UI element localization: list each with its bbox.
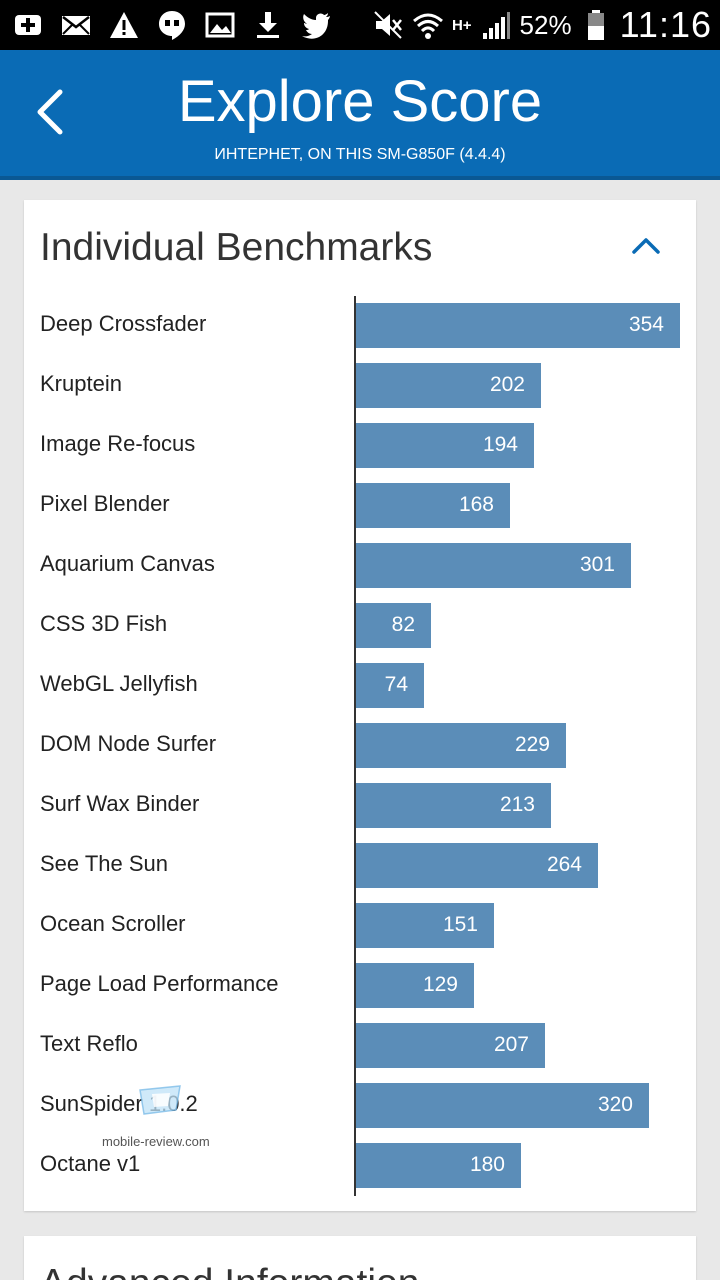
wifi-icon: [412, 9, 444, 41]
benchmark-row: Deep Crossfader 354: [24, 303, 696, 348]
benchmark-value: 151: [442, 913, 478, 936]
benchmark-label: Octane v1: [40, 1151, 141, 1176]
benchmark-value: 320: [597, 1093, 633, 1116]
benchmark-value: 74: [384, 673, 408, 696]
mail-icon: [60, 9, 92, 41]
benchmark-value: 202: [489, 373, 525, 396]
status-bar: H+ 52% 11:16: [0, 0, 720, 50]
benchmark-value: 168: [458, 493, 494, 516]
benchmark-label: Page Load Performance: [40, 971, 279, 996]
benchmark-bar: 229: [356, 723, 566, 768]
benchmark-value: 207: [493, 1033, 529, 1056]
add-icon: [12, 9, 44, 41]
image-icon: [204, 9, 236, 41]
watermark-text: mobile-review.com: [102, 1134, 210, 1149]
benchmark-row: WebGL Jellyfish 74: [24, 663, 696, 708]
app-header: Explore Score ИНТЕРНЕТ, ON THIS SM-G850F…: [0, 50, 720, 180]
benchmark-bar: 264: [356, 843, 598, 888]
benchmark-bar: 168: [356, 483, 510, 528]
card-title: Advanced Information: [40, 1262, 419, 1280]
battery-percent: 52%: [519, 9, 572, 40]
benchmark-bar: 202: [356, 363, 541, 408]
clock: 11:16: [619, 4, 712, 45]
benchmark-label: Ocean Scroller: [40, 911, 186, 936]
benchmark-value: 264: [546, 853, 582, 876]
benchmark-value: 213: [499, 793, 535, 816]
benchmark-row: See The Sun 264: [24, 843, 696, 888]
benchmark-value: 194: [482, 433, 518, 456]
twitter-icon: [300, 9, 332, 41]
benchmark-row: Text Reflo 207: [24, 1023, 696, 1068]
benchmark-bar: 180: [356, 1143, 521, 1188]
benchmark-label: Kruptein: [40, 371, 122, 396]
benchmark-row: Image Re-focus 194: [24, 423, 696, 468]
benchmark-label: Surf Wax Binder: [40, 791, 200, 816]
benchmark-row: Kruptein 202: [24, 363, 696, 408]
benchmark-label: Aquarium Canvas: [40, 551, 215, 576]
benchmark-bar: 320: [356, 1083, 649, 1128]
benchmark-row: Surf Wax Binder 213: [24, 783, 696, 828]
benchmark-row: Octane v1 180: [24, 1143, 696, 1188]
download-icon: [252, 9, 284, 41]
system-status: H+ 52% 11:16: [372, 4, 712, 46]
mute-icon: [372, 9, 404, 41]
watermark: mobile-review.com: [100, 1084, 210, 1154]
benchmark-label: Text Reflo: [40, 1031, 138, 1056]
card-title: Individual Benchmarks: [40, 226, 433, 269]
benchmark-bar: 151: [356, 903, 494, 948]
benchmark-bar: 74: [356, 663, 424, 708]
benchmark-row: Ocean Scroller 151: [24, 903, 696, 948]
page-subtitle: ИНТЕРНЕТ, ON THIS SM-G850F (4.4.4): [214, 146, 506, 163]
benchmark-label: WebGL Jellyfish: [40, 671, 198, 696]
benchmark-value: 301: [579, 553, 615, 576]
benchmark-label: CSS 3D Fish: [40, 611, 168, 636]
benchmark-label: Image Re-focus: [40, 431, 196, 456]
advanced-info-card[interactable]: Advanced Information: [24, 1236, 696, 1280]
back-button[interactable]: [24, 86, 76, 138]
warning-icon: [108, 9, 140, 41]
signal-icon: [480, 9, 512, 41]
benchmark-value: 129: [422, 973, 458, 996]
benchmark-label: Pixel Blender: [40, 491, 170, 516]
benchmark-label: Deep Crossfader: [40, 311, 207, 336]
benchmark-row: CSS 3D Fish 82: [24, 603, 696, 648]
hangouts-icon: [156, 9, 188, 41]
benchmark-bar: 194: [356, 423, 534, 468]
benchmark-row: SunSpider 1.0.2 320: [24, 1083, 696, 1128]
benchmark-bar: 213: [356, 783, 551, 828]
chart-axis: [354, 296, 356, 1196]
benchmark-row: DOM Node Surfer 229: [24, 723, 696, 768]
watermark-logo-icon: [139, 1085, 181, 1115]
chevron-up-icon: [632, 238, 660, 254]
benchmarks-card: Individual Benchmarks Deep Crossfader 354…: [24, 200, 696, 1211]
benchmark-row: Pixel Blender 168: [24, 483, 696, 528]
benchmark-value: 82: [391, 613, 415, 636]
benchmark-bar: 129: [356, 963, 474, 1008]
collapse-button[interactable]: [626, 230, 666, 260]
benchmark-row: Aquarium Canvas 301: [24, 543, 696, 588]
benchmark-value: 354: [628, 313, 664, 336]
page-title: Explore Score: [177, 69, 543, 134]
chevron-left-icon: [37, 89, 63, 135]
benchmark-bar: 301: [356, 543, 631, 588]
benchmark-bar: 82: [356, 603, 431, 648]
benchmark-value: 180: [469, 1153, 505, 1176]
benchmark-value: 229: [514, 733, 550, 756]
notification-icons: [12, 8, 332, 42]
benchmark-bar: 354: [356, 303, 680, 348]
network-type: H+: [451, 16, 472, 34]
benchmark-bar: 207: [356, 1023, 545, 1068]
benchmark-row: Page Load Performance 129: [24, 963, 696, 1008]
benchmark-label: See The Sun: [40, 851, 169, 876]
benchmark-label: DOM Node Surfer: [40, 731, 217, 756]
battery-icon: [580, 9, 612, 41]
